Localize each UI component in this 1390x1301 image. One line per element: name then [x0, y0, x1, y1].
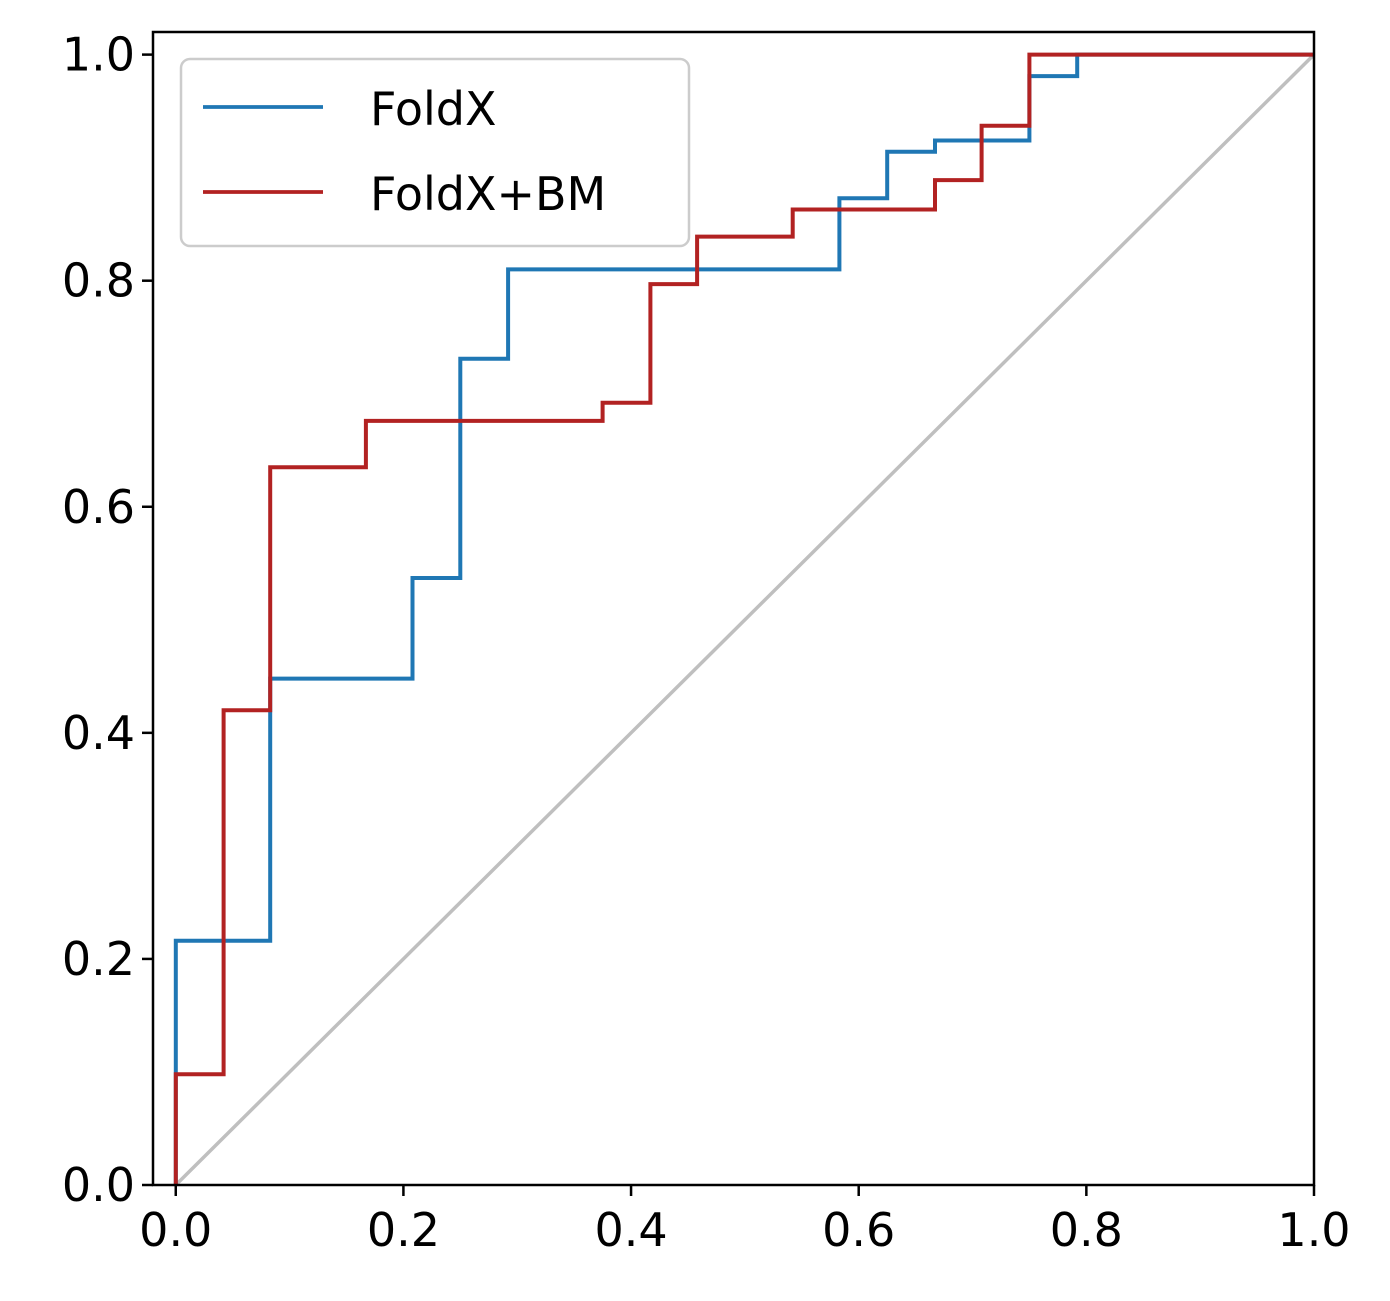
x-tick-label: 0.8 — [1050, 1203, 1123, 1257]
y-tick-label: 0.0 — [62, 1158, 135, 1212]
x-tick-label: 0.6 — [822, 1203, 895, 1257]
legend-label-foldx: FoldX — [370, 82, 496, 136]
reference-diagonal-line — [174, 53, 1316, 1187]
plot-area — [173, 52, 1316, 1187]
x-tick-label: 1.0 — [1277, 1203, 1350, 1257]
y-tick-label: 0.4 — [62, 706, 135, 760]
legend: FoldX FoldX+BM — [179, 57, 691, 248]
x-tick-label: 0.2 — [367, 1203, 440, 1257]
y-tick-label: 0.6 — [62, 480, 135, 534]
y-tick-label: 1.0 — [62, 28, 135, 82]
series-line-foldx-bm — [173, 52, 1314, 1185]
legend-label-foldx-bm: FoldX+BM — [370, 167, 606, 221]
x-tick-label: 0.4 — [594, 1203, 667, 1257]
y-tick-label: 0.2 — [62, 932, 135, 986]
x-tick-label: 0.0 — [139, 1203, 212, 1257]
y-tick-label: 0.8 — [62, 254, 135, 308]
axes-frame — [151, 30, 1316, 1187]
axis-ticks: 0.0 0.2 0.4 0.6 0.8 1.0 0.0 0.2 0.4 0.6 0.8 1.0 — [62, 28, 1351, 1257]
